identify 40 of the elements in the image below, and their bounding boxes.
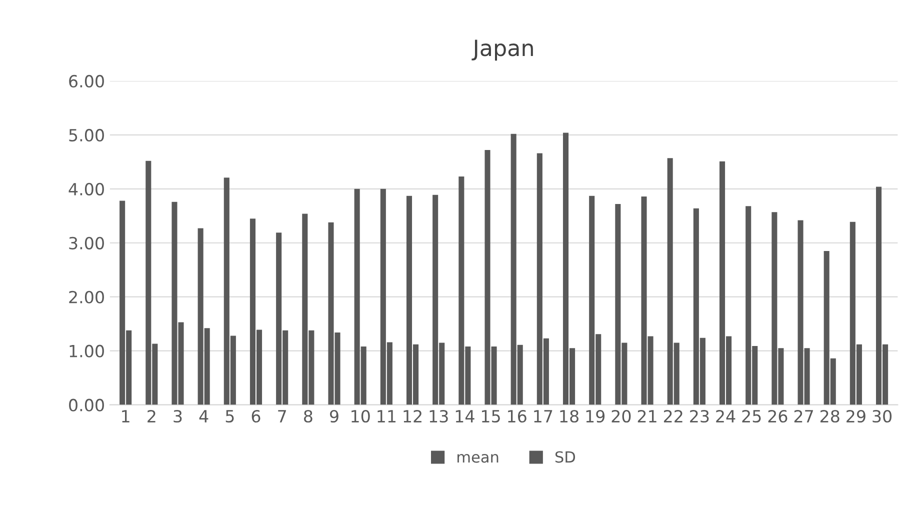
- x-tick-label: 16: [508, 410, 526, 423]
- x-tick-label: 14: [456, 410, 474, 422]
- x-tick-label: 10: [352, 410, 370, 423]
- y-tick-label: 4.00: [68, 182, 104, 196]
- x-tick-label: 1: [122, 410, 130, 422]
- x-tick-label: 30: [872, 410, 892, 423]
- y-tick-label: 1.00: [70, 344, 104, 358]
- x-tick-label: 13: [430, 410, 448, 423]
- x-tick-label: 21: [638, 410, 656, 422]
- x-tick-label: 17: [534, 410, 552, 422]
- x-tick-label: 22: [664, 410, 682, 422]
- x-tick-label: 6: [252, 410, 260, 423]
- y-tick-label: 0.00: [69, 398, 104, 412]
- x-tick-label: 12: [404, 410, 422, 422]
- y-tick-label: 6.00: [69, 74, 104, 88]
- x-tick-label: 7: [278, 410, 286, 422]
- x-tick-label: 19: [586, 410, 605, 423]
- x-tick-label: 23: [690, 410, 709, 423]
- x-tick-label: 4: [199, 410, 208, 422]
- y-tick-label: 3.00: [69, 236, 104, 250]
- x-tick-label: 26: [768, 410, 788, 423]
- x-tick-label: 29: [846, 410, 866, 423]
- x-tick-label: 28: [820, 410, 840, 423]
- x-tick-label: 24: [716, 410, 736, 422]
- x-tick-label: 9: [330, 410, 338, 423]
- legend-label: mean: [458, 454, 498, 463]
- chart-title: Japan: [472, 40, 533, 61]
- x-tick-label: 2: [148, 410, 156, 422]
- x-tick-label: 18: [560, 410, 578, 423]
- x-tick-label: 8: [304, 410, 312, 423]
- x-tick-label: 5: [226, 410, 234, 423]
- x-tick-label: 15: [482, 410, 500, 423]
- x-tick-label: 27: [794, 410, 813, 422]
- x-tick-label: 3: [174, 410, 182, 423]
- x-tick-label: 20: [612, 410, 631, 423]
- y-tick-label: 5.00: [69, 128, 104, 142]
- x-tick-label: 11: [378, 410, 396, 422]
- y-tick-label: 2.00: [69, 290, 104, 304]
- legend-label: SD: [555, 451, 576, 463]
- x-tick-label: 25: [742, 410, 761, 423]
